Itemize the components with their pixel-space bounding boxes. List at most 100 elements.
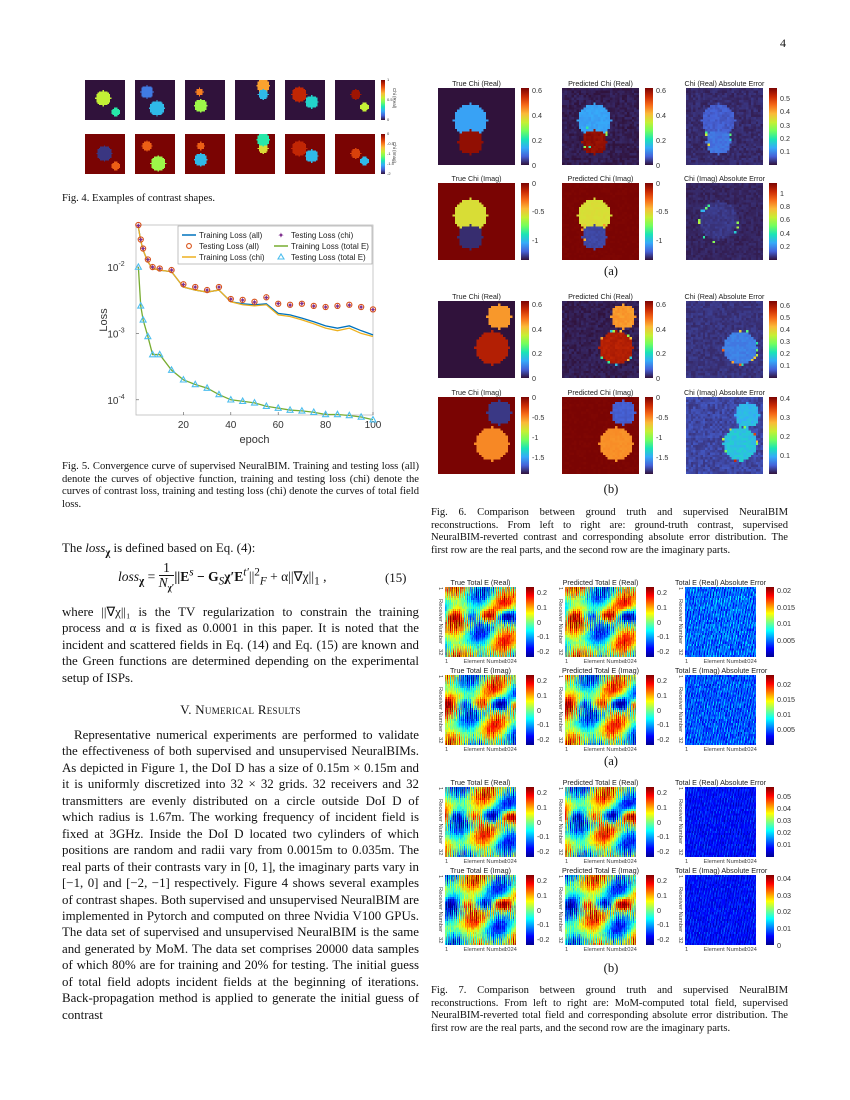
panel-title: Predicted Total E (Real) (562, 578, 639, 587)
colorbar-tick-label: 0.2 (780, 349, 790, 359)
x-axis-first-label: 1 (445, 947, 449, 953)
y-axis-first-label: 1 (437, 875, 443, 879)
contrast-shape-imag (185, 134, 225, 174)
data-point-circle (203, 286, 211, 294)
heatmap-image (685, 787, 756, 857)
data-point-circle (322, 303, 329, 311)
panel-title: Chi (Imag) Absolute Error (683, 174, 766, 183)
data-point-circle (137, 236, 144, 243)
colorbar-tick-label: 0.4 (532, 324, 542, 334)
colorbar-tick-label: -0.2 (657, 934, 670, 944)
colorbar-tick-label: 0.2 (657, 788, 667, 798)
data-point-circle (251, 298, 258, 305)
colorbar-tick-label: 0.2 (780, 431, 790, 441)
colorbar-tick-label: 0.4 (532, 110, 542, 120)
colorbar-tick-label: 0.2 (656, 135, 666, 145)
colorbar-tick-label: 0 (656, 178, 660, 188)
panel-title: Chi (Real) Absolute Error (684, 292, 765, 301)
colorbar-tick-label: 0.04 (777, 804, 791, 814)
data-point-star: ✦ (149, 263, 156, 272)
colorbar (769, 88, 777, 165)
heatmap-image (438, 301, 515, 378)
data-point-triangle (238, 396, 247, 405)
colorbar-tick-label: -0.1 (537, 920, 550, 930)
data-point-circle (192, 283, 199, 291)
colorbar-tick-label: 0.02 (777, 679, 791, 689)
data-point-circle (168, 266, 175, 274)
y-axis-last-label: 32 (437, 937, 443, 944)
data-point-star: ✦ (239, 296, 246, 305)
data-point-circle (346, 301, 353, 308)
colorbar-imag (381, 134, 385, 174)
heatmap-image (562, 183, 639, 260)
y-tick-label: 10-4 (107, 394, 124, 407)
panel-title: True Total E (Real) (450, 578, 511, 587)
x-axis-first-label: 1 (685, 747, 689, 753)
colorbar-tick-label: 0.1 (657, 602, 667, 612)
colorbar-tick-label: -0.5 (532, 412, 545, 422)
colorbar-tick-label: -0.2 (657, 734, 670, 744)
x-axis-last-label: 1024 (504, 947, 517, 953)
colorbar-tick-label: 0.015 (777, 694, 795, 704)
heatmap-image (686, 183, 763, 260)
x-axis-label: Element Number (583, 859, 628, 865)
x-axis-label: Element Number (463, 747, 508, 753)
paragraph-tv-regularization: where ||∇χ||₁ is the TV regularization t… (62, 605, 419, 685)
colorbar-tick-label: -1 (532, 433, 539, 443)
contrast-shape-real (285, 80, 325, 120)
heatmap-image (438, 397, 515, 474)
colorbar-tick-label: 0.2 (780, 133, 790, 143)
heatmap-image (438, 183, 515, 260)
y-axis-label: Receiver Number (557, 687, 563, 733)
y-axis-first-label: 1 (437, 787, 443, 791)
y-tick-base: 10 (107, 396, 119, 407)
colorbar-tick-label: 0.1 (780, 450, 790, 460)
colorbar-tick-label: 1 (780, 188, 784, 198)
colorbar (766, 675, 774, 745)
colorbar (645, 301, 653, 378)
data-point-triangle (286, 405, 294, 413)
data-point-circle (215, 283, 223, 291)
data-point-star: ✦ (370, 305, 377, 314)
x-axis-label: Element Number (583, 947, 628, 953)
panel-title: Predicted Chi (Imag) (567, 388, 634, 397)
y-tick-base: 10 (107, 329, 119, 340)
x-axis-label: Element Number (583, 747, 628, 753)
colorbar-tick-label: 1 (387, 77, 390, 82)
colorbar-tick-label: 0.02 (777, 585, 791, 595)
heatmap-image (565, 675, 636, 745)
colorbar-tick-label: 0 (657, 817, 661, 827)
y-axis-first-label: 1 (557, 875, 563, 879)
y-axis-label: Receiver Number (677, 887, 683, 933)
colorbar-tick-label: 0.4 (780, 107, 790, 117)
x-axis-last-label: 1024 (744, 947, 757, 953)
colorbar-tick-label: -0.5 (387, 141, 394, 146)
y-axis-first-label: 1 (557, 787, 563, 791)
data-point-triangle (191, 380, 200, 388)
colorbar (645, 397, 653, 474)
panel-title: Predicted Chi (Real) (568, 79, 633, 88)
x-axis-first-label: 1 (565, 859, 569, 865)
y-axis-last-label: 32 (437, 849, 443, 856)
colorbar-tick-label: -0.1 (657, 632, 670, 642)
y-axis-label: Receiver Number (557, 799, 563, 845)
colorbar (521, 183, 529, 260)
legend-label: Training Loss (chi) (199, 253, 265, 262)
x-tick-label: 20 (178, 420, 190, 431)
x-axis-first-label: 1 (685, 947, 689, 953)
colorbar-tick-label: -0.2 (537, 934, 550, 944)
data-point-star: ✦ (346, 301, 353, 310)
data-point-circle (286, 301, 294, 308)
data-point-triangle (155, 350, 164, 358)
data-point-triangle (250, 398, 259, 406)
colorbar-tick-label: 0.3 (780, 413, 790, 423)
colorbar-tick-label: -0.1 (537, 720, 550, 730)
colorbar-tick-label: 0.2 (657, 676, 667, 686)
x-axis-last-label: 1024 (504, 859, 517, 865)
y-axis-label: Receiver Number (557, 599, 563, 645)
contrast-shape-imag (235, 134, 275, 174)
colorbar-tick-label: 0.1 (537, 690, 547, 700)
x-axis-label: Element Number (463, 859, 508, 865)
colorbar-tick-label: 0.1 (657, 690, 667, 700)
